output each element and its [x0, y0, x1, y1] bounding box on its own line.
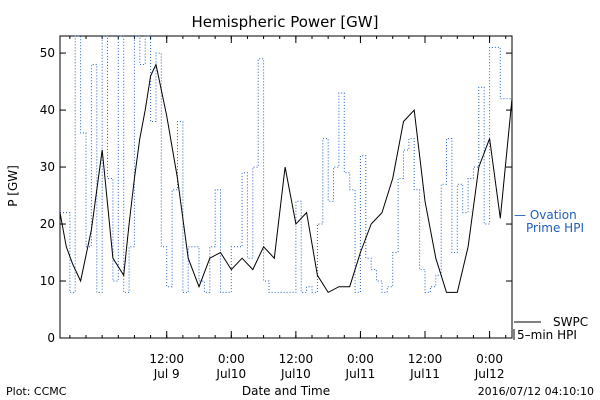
legend-ovation-label-2: Prime HPI	[526, 221, 584, 235]
y-tick-label: 40	[40, 103, 55, 117]
x-tick-label-time: 12:00	[408, 352, 443, 366]
plot-frame	[59, 35, 513, 339]
x-tick-label-time: 12:00	[149, 352, 184, 366]
y-tick-label: 0	[47, 331, 55, 345]
x-tick-label-date: Jul11	[409, 367, 440, 381]
x-tick-label-time: 12:00	[279, 352, 314, 366]
y-tick-label: 10	[40, 274, 55, 288]
legend-swpc-label-2: 5–min HPI	[517, 328, 577, 342]
x-tick-label-date: Jul12	[474, 367, 505, 381]
x-tick-label-time: 0:00	[218, 352, 245, 366]
legend-swpc-label: SWPC	[553, 315, 588, 329]
plot-timestamp: 2016/07/12 04:10:10	[478, 385, 594, 398]
x-tick-label-date: Jul 9	[153, 367, 180, 381]
y-tick-label: 50	[40, 46, 55, 60]
series-line-ovation-prime-hpi	[60, 35, 512, 293]
legend-ovation-label: — Ovation	[514, 208, 577, 222]
x-tick-label-date: Jul11	[345, 367, 376, 381]
y-tick-label: 30	[40, 160, 55, 174]
x-tick-label-date: Jul10	[215, 367, 246, 381]
x-tick-label-time: 0:00	[347, 352, 374, 366]
x-axis-label: Date and Time	[242, 384, 330, 398]
x-tick-label-time: 0:00	[476, 352, 503, 366]
y-tick-label: 20	[40, 217, 55, 231]
chart-title: Hemispheric Power [GW]	[192, 13, 379, 31]
series-line-swpc-hpi	[59, 62, 513, 294]
y-axis: 0 10 20 30 40 50	[40, 46, 512, 345]
y-axis-label: P [GW]	[6, 165, 20, 207]
plot-credit: Plot: CCMC	[6, 385, 67, 398]
x-tick-label-date: Jul10	[280, 367, 311, 381]
